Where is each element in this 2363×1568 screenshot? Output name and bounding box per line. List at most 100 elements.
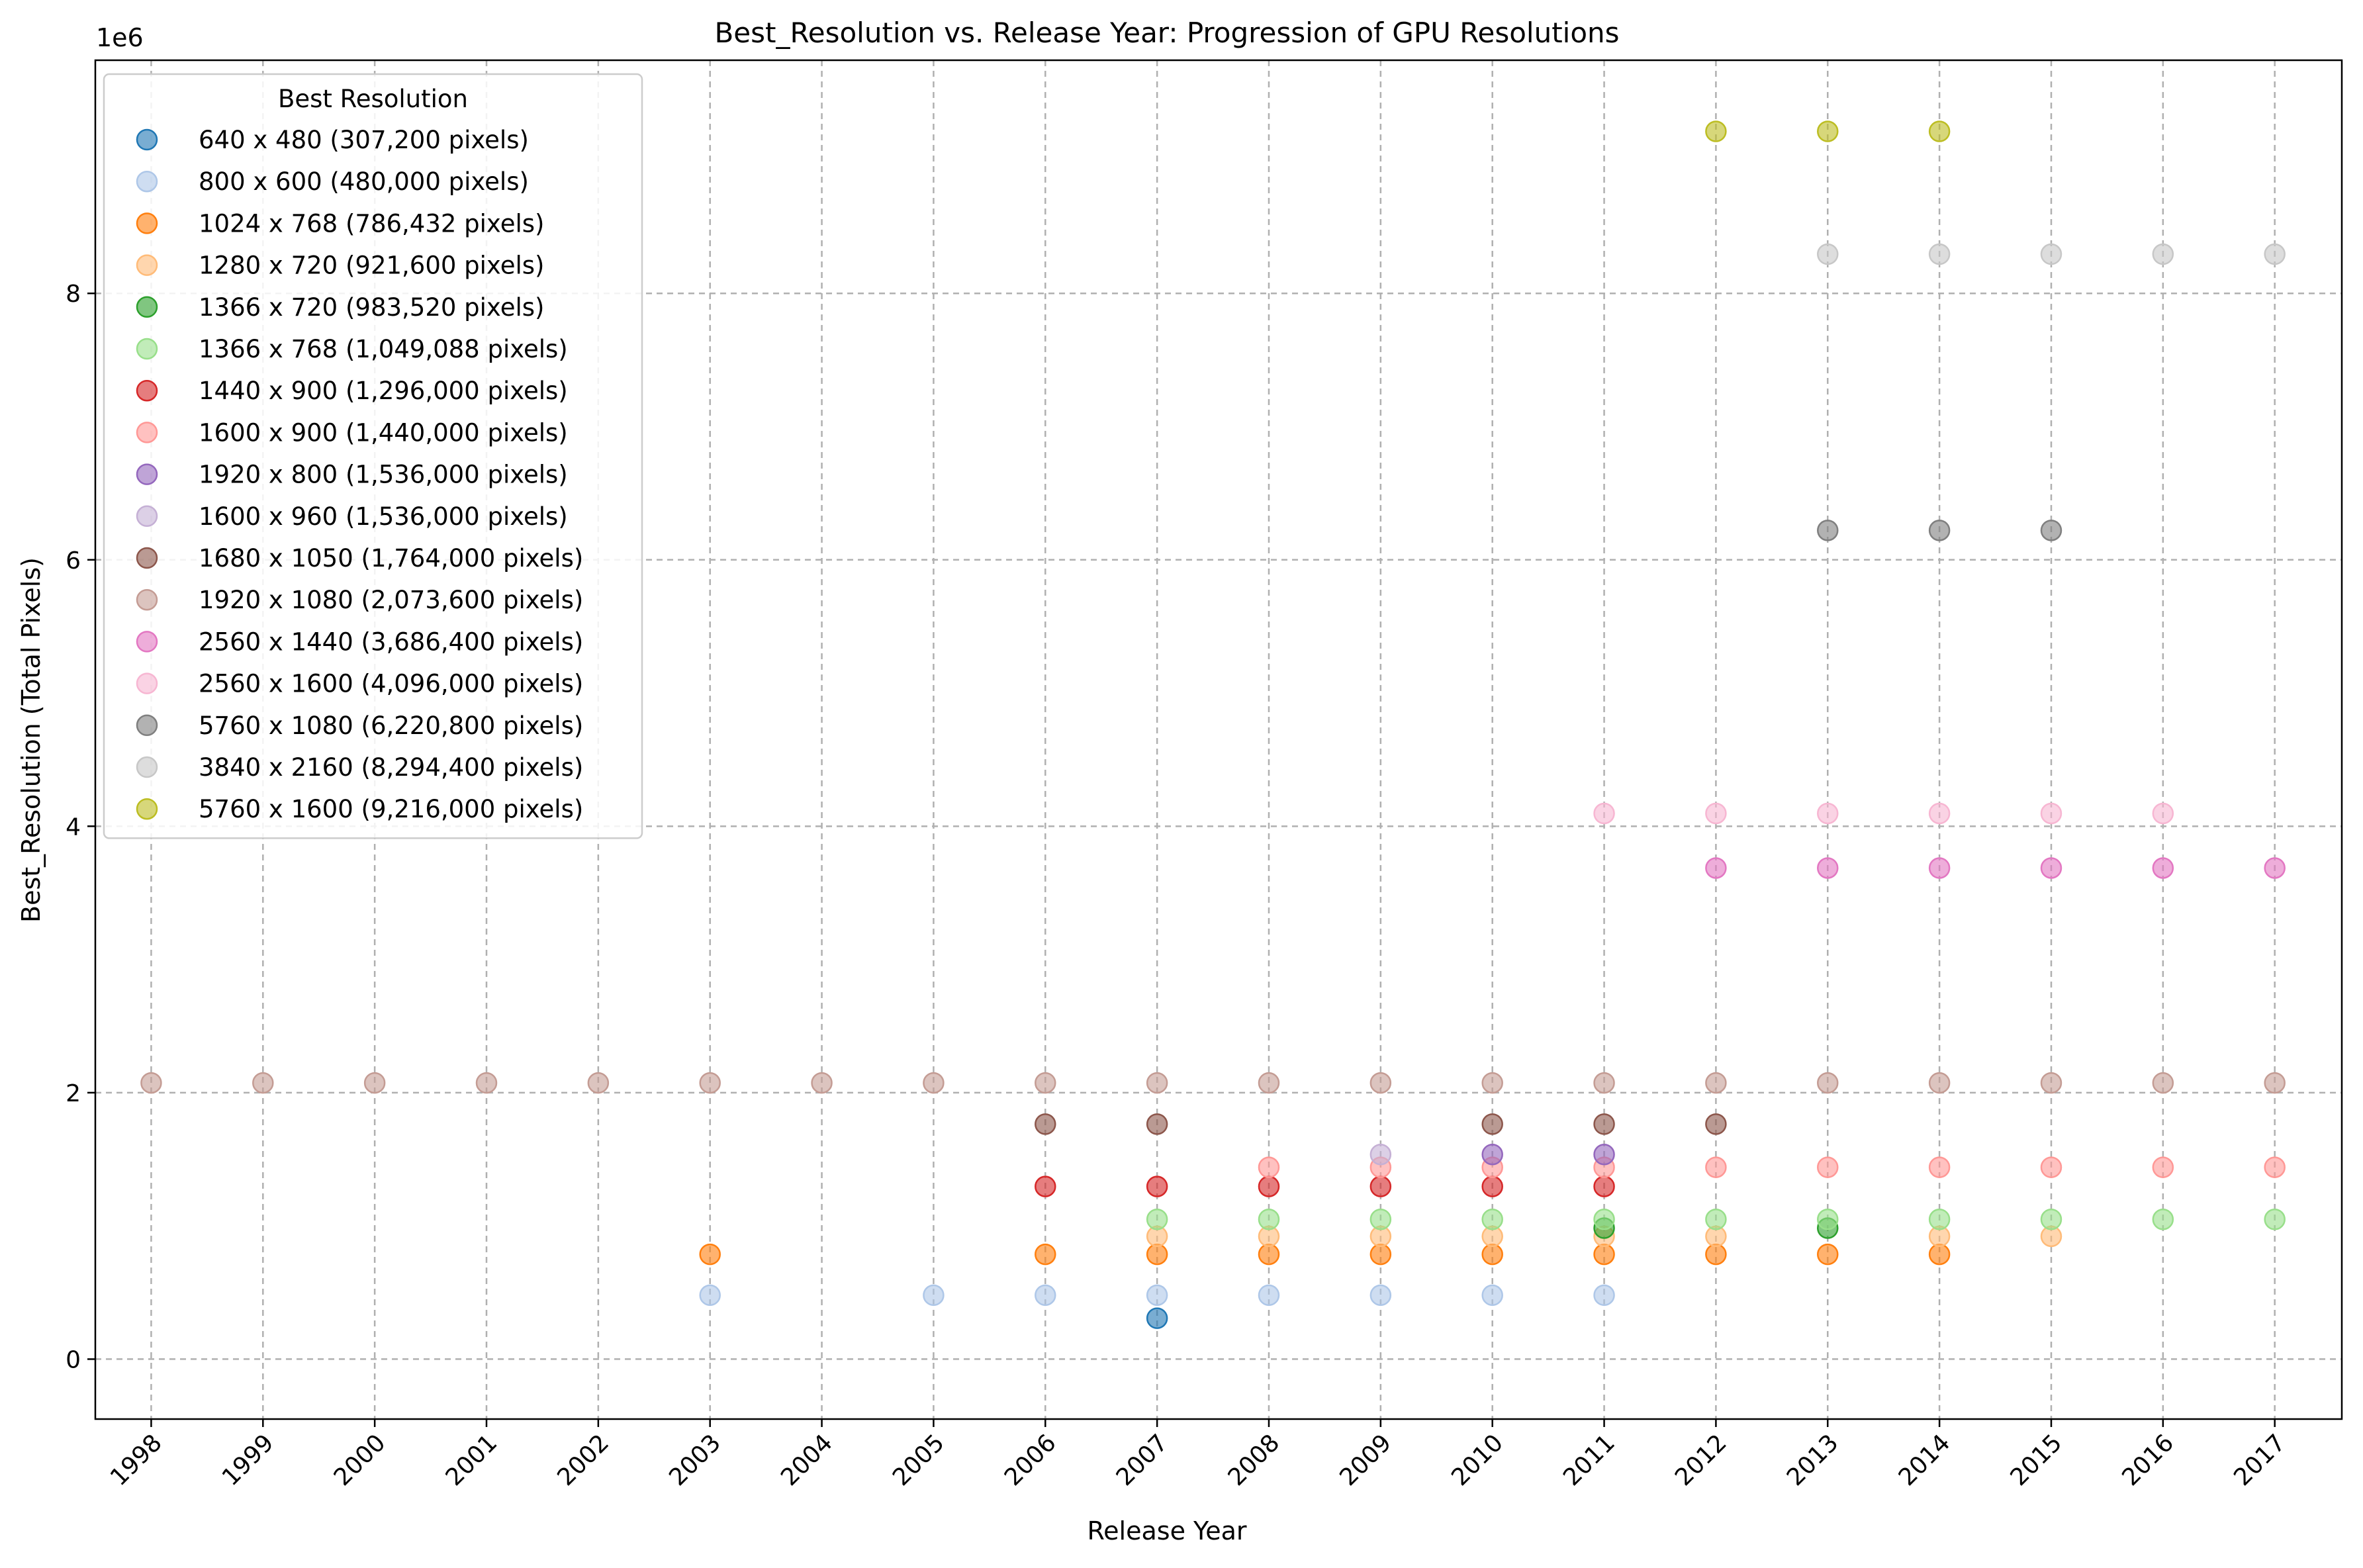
data-point — [1481, 1144, 1503, 1166]
data-point — [2040, 1156, 2062, 1178]
data-point — [2264, 1209, 2286, 1230]
legend-box — [103, 73, 643, 839]
data-point — [1817, 120, 1839, 142]
data-point — [1928, 120, 1951, 142]
data-point — [2152, 1156, 2174, 1178]
y-offset-label: 1e6 — [96, 23, 144, 52]
data-point — [1481, 1113, 1503, 1135]
data-point — [2040, 520, 2062, 541]
y-tick-label: 0 — [66, 1346, 81, 1373]
data-point — [1369, 1072, 1392, 1094]
legend-marker — [136, 296, 158, 318]
data-point — [1258, 1209, 1280, 1230]
data-point — [1258, 1156, 1280, 1178]
y-tick-label: 4 — [66, 813, 81, 841]
legend-label: 640 x 480 (307,200 pixels) — [199, 126, 529, 154]
data-point — [1928, 1209, 1951, 1230]
data-point — [1593, 1243, 1615, 1266]
data-point — [1593, 802, 1615, 825]
data-point — [2040, 857, 2062, 879]
data-point — [1593, 1284, 1615, 1307]
data-point — [811, 1072, 833, 1094]
legend-label: 1366 x 720 (983,520 pixels) — [199, 293, 544, 322]
data-point — [1593, 1144, 1615, 1166]
data-point — [363, 1072, 386, 1094]
data-point — [1146, 1284, 1168, 1307]
legend-marker — [136, 422, 158, 443]
data-point — [1481, 1072, 1503, 1094]
data-point — [2040, 802, 2062, 825]
legend-marker — [136, 672, 158, 694]
x-axis-label: Release Year — [1087, 1516, 1246, 1545]
data-point — [1146, 1307, 1168, 1329]
data-point — [1817, 1209, 1839, 1230]
data-point — [2152, 1072, 2174, 1094]
legend-label: 2560 x 1600 (4,096,000 pixels) — [199, 670, 583, 698]
data-point — [1258, 1072, 1280, 1094]
data-point — [2152, 802, 2174, 825]
data-point — [1928, 520, 1951, 541]
data-points-layer — [140, 120, 2286, 1329]
data-point — [2264, 1156, 2286, 1178]
data-point — [1035, 1284, 1056, 1307]
y-tick-label: 2 — [66, 1080, 81, 1107]
legend-label: 3840 x 2160 (8,294,400 pixels) — [199, 753, 583, 782]
data-point — [1593, 1113, 1615, 1135]
data-point — [1035, 1243, 1056, 1266]
data-point — [1928, 857, 1951, 879]
data-point — [1705, 1156, 1727, 1178]
data-point — [1369, 1209, 1392, 1230]
legend-label: 1920 x 1080 (2,073,600 pixels) — [199, 586, 583, 614]
legend-marker — [136, 631, 158, 653]
data-point — [475, 1072, 498, 1094]
data-point — [699, 1284, 721, 1307]
data-point — [1369, 1144, 1392, 1166]
data-point — [2152, 857, 2174, 879]
data-point — [1928, 243, 1951, 265]
data-point — [1258, 1243, 1280, 1266]
data-point — [252, 1072, 274, 1094]
legend: Best Resolution 640 x 480 (307,200 pixels… — [103, 73, 643, 839]
data-point — [1705, 857, 1727, 879]
data-point — [1817, 243, 1839, 265]
data-point — [1705, 120, 1727, 142]
data-point — [699, 1243, 721, 1266]
legend-label: 800 x 600 (480,000 pixels) — [199, 167, 529, 196]
data-point — [1928, 1243, 1951, 1266]
data-point — [1928, 802, 1951, 825]
legend-label: 2560 x 1440 (3,686,400 pixels) — [199, 627, 583, 656]
data-point — [1705, 1072, 1727, 1094]
legend-marker — [136, 463, 158, 485]
legend-label: 1440 x 900 (1,296,000 pixels) — [199, 377, 568, 405]
data-point — [1258, 1284, 1280, 1307]
legend-label: 5760 x 1080 (6,220,800 pixels) — [199, 712, 583, 740]
legend-marker — [136, 254, 158, 276]
data-point — [1593, 1176, 1615, 1197]
data-point — [2040, 1072, 2062, 1094]
data-point — [1705, 802, 1727, 825]
legend-title: Best Resolution — [278, 85, 468, 113]
legend-label: 1366 x 768 (1,049,088 pixels) — [199, 335, 568, 363]
data-point — [1928, 1156, 1951, 1178]
data-point — [2264, 1072, 2286, 1094]
legend-label: 1680 x 1050 (1,764,000 pixels) — [199, 544, 583, 573]
data-point — [1035, 1113, 1056, 1135]
data-point — [1369, 1176, 1392, 1197]
legend-marker — [136, 547, 158, 569]
data-point — [1593, 1072, 1615, 1094]
legend-label: 1600 x 900 (1,440,000 pixels) — [199, 418, 568, 447]
legend-marker — [136, 128, 158, 151]
data-point — [140, 1072, 162, 1094]
legend-marker — [136, 798, 158, 820]
legend-label: 5760 x 1600 (9,216,000 pixels) — [199, 795, 583, 823]
data-point — [2152, 243, 2174, 265]
chart-title: Best_Resolution vs. Release Year: Progre… — [714, 17, 1619, 49]
data-point — [1593, 1209, 1615, 1230]
data-point — [2264, 857, 2286, 879]
data-point — [1817, 1156, 1839, 1178]
data-point — [1705, 1113, 1727, 1135]
data-point — [923, 1072, 945, 1094]
data-point — [1146, 1072, 1168, 1094]
legend-marker — [136, 756, 158, 778]
